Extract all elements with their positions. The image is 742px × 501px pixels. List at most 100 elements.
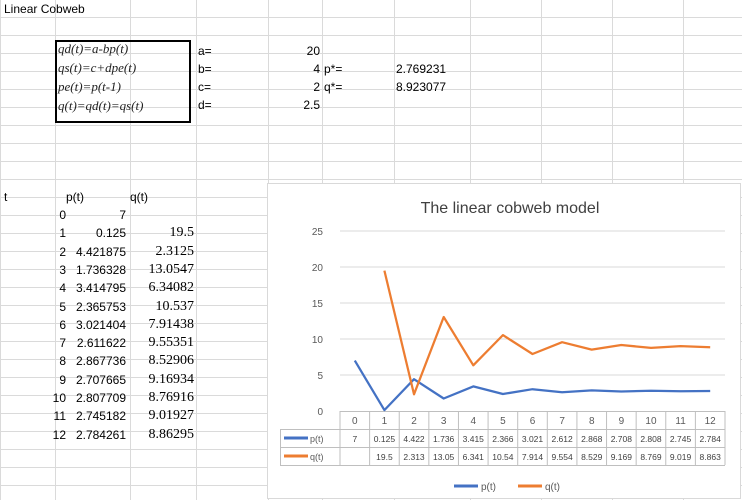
cell-t[interactable]: 3 <box>59 262 66 277</box>
header-qt: q(t) <box>130 190 148 204</box>
table-data-label: 8.529 <box>581 452 603 462</box>
table-data-label: 2.745 <box>670 434 692 444</box>
legend-label: q(t) <box>545 482 560 493</box>
table-data-label: 7.914 <box>522 452 544 462</box>
y-tick-label: 0 <box>317 407 323 418</box>
param-label-c: c= <box>198 80 212 94</box>
cell-pt[interactable]: 4.421875 <box>75 244 126 259</box>
cell-pt[interactable]: 2.807709 <box>75 391 126 405</box>
param-label-a: a= <box>198 44 212 58</box>
table-data-label: 0.125 <box>374 434 396 444</box>
cell-qt[interactable]: 8.86295 <box>148 426 195 442</box>
equation-expectation: pe(t)=p(t-1) <box>58 79 121 94</box>
cell-qt[interactable]: 13.0547 <box>148 261 195 277</box>
cell-t[interactable]: 6 <box>59 317 66 332</box>
series-line-pt <box>353 360 711 412</box>
cell-pt[interactable]: 2.745182 <box>75 409 126 424</box>
header-t: t <box>4 190 8 204</box>
cell-t[interactable]: 2 <box>59 244 66 259</box>
x-tick-label: 10 <box>645 416 657 427</box>
table-data-label: 8.769 <box>640 452 662 462</box>
cell-pt[interactable]: 2.611622 <box>76 336 126 351</box>
cell-qt[interactable]: 9.01927 <box>148 408 195 424</box>
legend-label: p(t) <box>481 482 496 493</box>
cell-t[interactable]: 11 <box>53 409 66 424</box>
table-data-label: 13.05 <box>433 452 455 462</box>
pstar-value[interactable]: 2.769231 <box>396 62 447 76</box>
table-data-label: 1.736 <box>433 434 455 444</box>
cobweb-chart[interactable]: The linear cobweb model 0 5 10 15 20 25 0 1 2 3 4 5 6… <box>267 183 741 499</box>
cell-pt[interactable]: 7 <box>119 208 126 222</box>
cell-t[interactable]: 12 <box>52 427 66 442</box>
cell-t[interactable]: 8 <box>59 354 66 369</box>
sheet-title: Linear Cobweb <box>4 2 85 16</box>
table-data-label: 2.612 <box>551 434 573 444</box>
x-tick-label: 1 <box>382 416 388 427</box>
cell-pt[interactable]: 1.736328 <box>75 262 126 277</box>
x-tick-label: 5 <box>500 416 506 427</box>
table-data-label: 2.868 <box>581 434 603 444</box>
equation-demand: qd(t)=a-bp(t) <box>58 41 129 56</box>
cell-qt[interactable]: 6.34082 <box>148 280 195 296</box>
cell-pt[interactable]: 3.021404 <box>75 317 126 332</box>
y-tick-label: 10 <box>312 335 324 346</box>
table-data-label: 19.5 <box>376 452 393 462</box>
cell-qt[interactable]: 8.52906 <box>148 353 195 369</box>
cell-t[interactable]: 10 <box>52 391 66 405</box>
param-value-d[interactable]: 2.5 <box>303 98 320 112</box>
param-value-c[interactable]: 2 <box>313 80 320 94</box>
cell-t[interactable]: 4 <box>59 281 66 296</box>
table-data-label: 2.784 <box>700 434 722 444</box>
table-data-label: 2.313 <box>403 452 425 462</box>
x-tick-label: 3 <box>441 416 447 427</box>
qstar-label: q*= <box>324 80 343 94</box>
cell-pt[interactable]: 2.707665 <box>75 372 126 387</box>
cell-qt[interactable]: 9.16934 <box>148 371 195 387</box>
cell-pt[interactable]: 2.784261 <box>75 427 126 442</box>
cell-t[interactable]: 5 <box>59 299 66 314</box>
cell-t[interactable]: 0 <box>59 208 66 222</box>
param-value-b[interactable]: 4 <box>313 62 320 76</box>
x-tick-label: 2 <box>411 416 417 427</box>
equations-box <box>55 40 191 123</box>
table-data-label: 6.341 <box>463 452 485 462</box>
y-tick-label: 25 <box>312 227 324 238</box>
cell-qt[interactable]: 19.5 <box>169 225 195 241</box>
param-value-a[interactable]: 20 <box>306 44 320 58</box>
cell-qt[interactable]: 2.3125 <box>155 243 195 259</box>
x-tick-label: 6 <box>530 416 536 427</box>
x-tick-label: 11 <box>675 416 686 427</box>
x-tick-label: 4 <box>470 416 476 427</box>
table-data-label: 3.415 <box>463 434 485 444</box>
table-data-label: 8.863 <box>700 452 722 462</box>
x-tick-label: 12 <box>705 416 717 427</box>
cell-qt[interactable]: 10.537 <box>155 298 195 314</box>
x-tick-label: 8 <box>589 416 595 427</box>
x-tick-label: 0 <box>352 416 358 427</box>
table-data-label: 2.708 <box>611 434 633 444</box>
cell-pt[interactable]: 0.125 <box>95 226 126 241</box>
series-line-qt <box>383 270 711 396</box>
param-label-d: d= <box>198 98 212 112</box>
param-label-b: b= <box>198 62 212 76</box>
table-data-label: 10.54 <box>492 452 514 462</box>
y-tick-label: 5 <box>317 371 323 382</box>
cell-pt[interactable]: 2.365753 <box>75 299 126 314</box>
x-tick-label: 7 <box>559 416 565 427</box>
header-pt: p(t) <box>66 190 84 204</box>
table-data-label: 9.554 <box>551 452 573 462</box>
qstar-value[interactable]: 8.923077 <box>396 80 447 94</box>
cell-t[interactable]: 9 <box>59 372 66 387</box>
cell-qt[interactable]: 8.76916 <box>148 390 195 405</box>
cell-qt[interactable]: 9.55351 <box>148 335 195 351</box>
cell-pt[interactable]: 2.867736 <box>75 354 126 369</box>
table-data-label: 7 <box>352 434 357 444</box>
cell-pt[interactable]: 3.414795 <box>75 281 126 296</box>
equation-equilibrium: q(t)=qd(t)=qs(t) <box>58 98 144 113</box>
cell-qt[interactable] <box>128 207 194 223</box>
cell-t[interactable]: 1 <box>59 226 66 241</box>
cell-qt[interactable]: 7.91438 <box>148 316 195 332</box>
cell-t[interactable]: 7 <box>59 336 66 351</box>
table-data-label: 9.169 <box>611 452 633 462</box>
